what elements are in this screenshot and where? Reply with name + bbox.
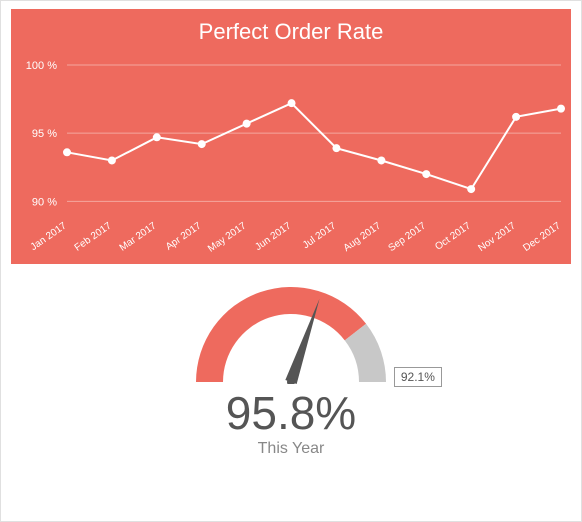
data-point [198, 140, 206, 148]
gauge-panel: 95.8% This Year 92.1% [11, 264, 571, 514]
data-point [512, 113, 520, 121]
data-point [467, 185, 475, 193]
data-point [63, 148, 71, 156]
data-point [243, 120, 251, 128]
gauge-chart [131, 264, 451, 384]
line-chart-panel: Perfect Order Rate90 %95 %100 %Jan 2017F… [11, 9, 571, 264]
data-point [332, 144, 340, 152]
data-point [108, 156, 116, 164]
data-point [288, 99, 296, 107]
benchmark-label: 92.1% [394, 367, 442, 387]
data-point [153, 133, 161, 141]
gauge-value: 95.8% [11, 390, 571, 436]
gauge-sublabel: This Year [11, 440, 571, 458]
line-chart: Perfect Order Rate90 %95 %100 %Jan 2017F… [11, 9, 571, 264]
chart-title: Perfect Order Rate [199, 19, 384, 44]
data-point [557, 105, 565, 113]
data-point [377, 156, 385, 164]
y-tick-label: 95 % [32, 128, 57, 140]
y-tick-label: 90 % [32, 196, 57, 208]
dashboard-card: Perfect Order Rate90 %95 %100 %Jan 2017F… [0, 0, 582, 522]
y-tick-label: 100 % [26, 60, 57, 72]
data-point [422, 170, 430, 178]
